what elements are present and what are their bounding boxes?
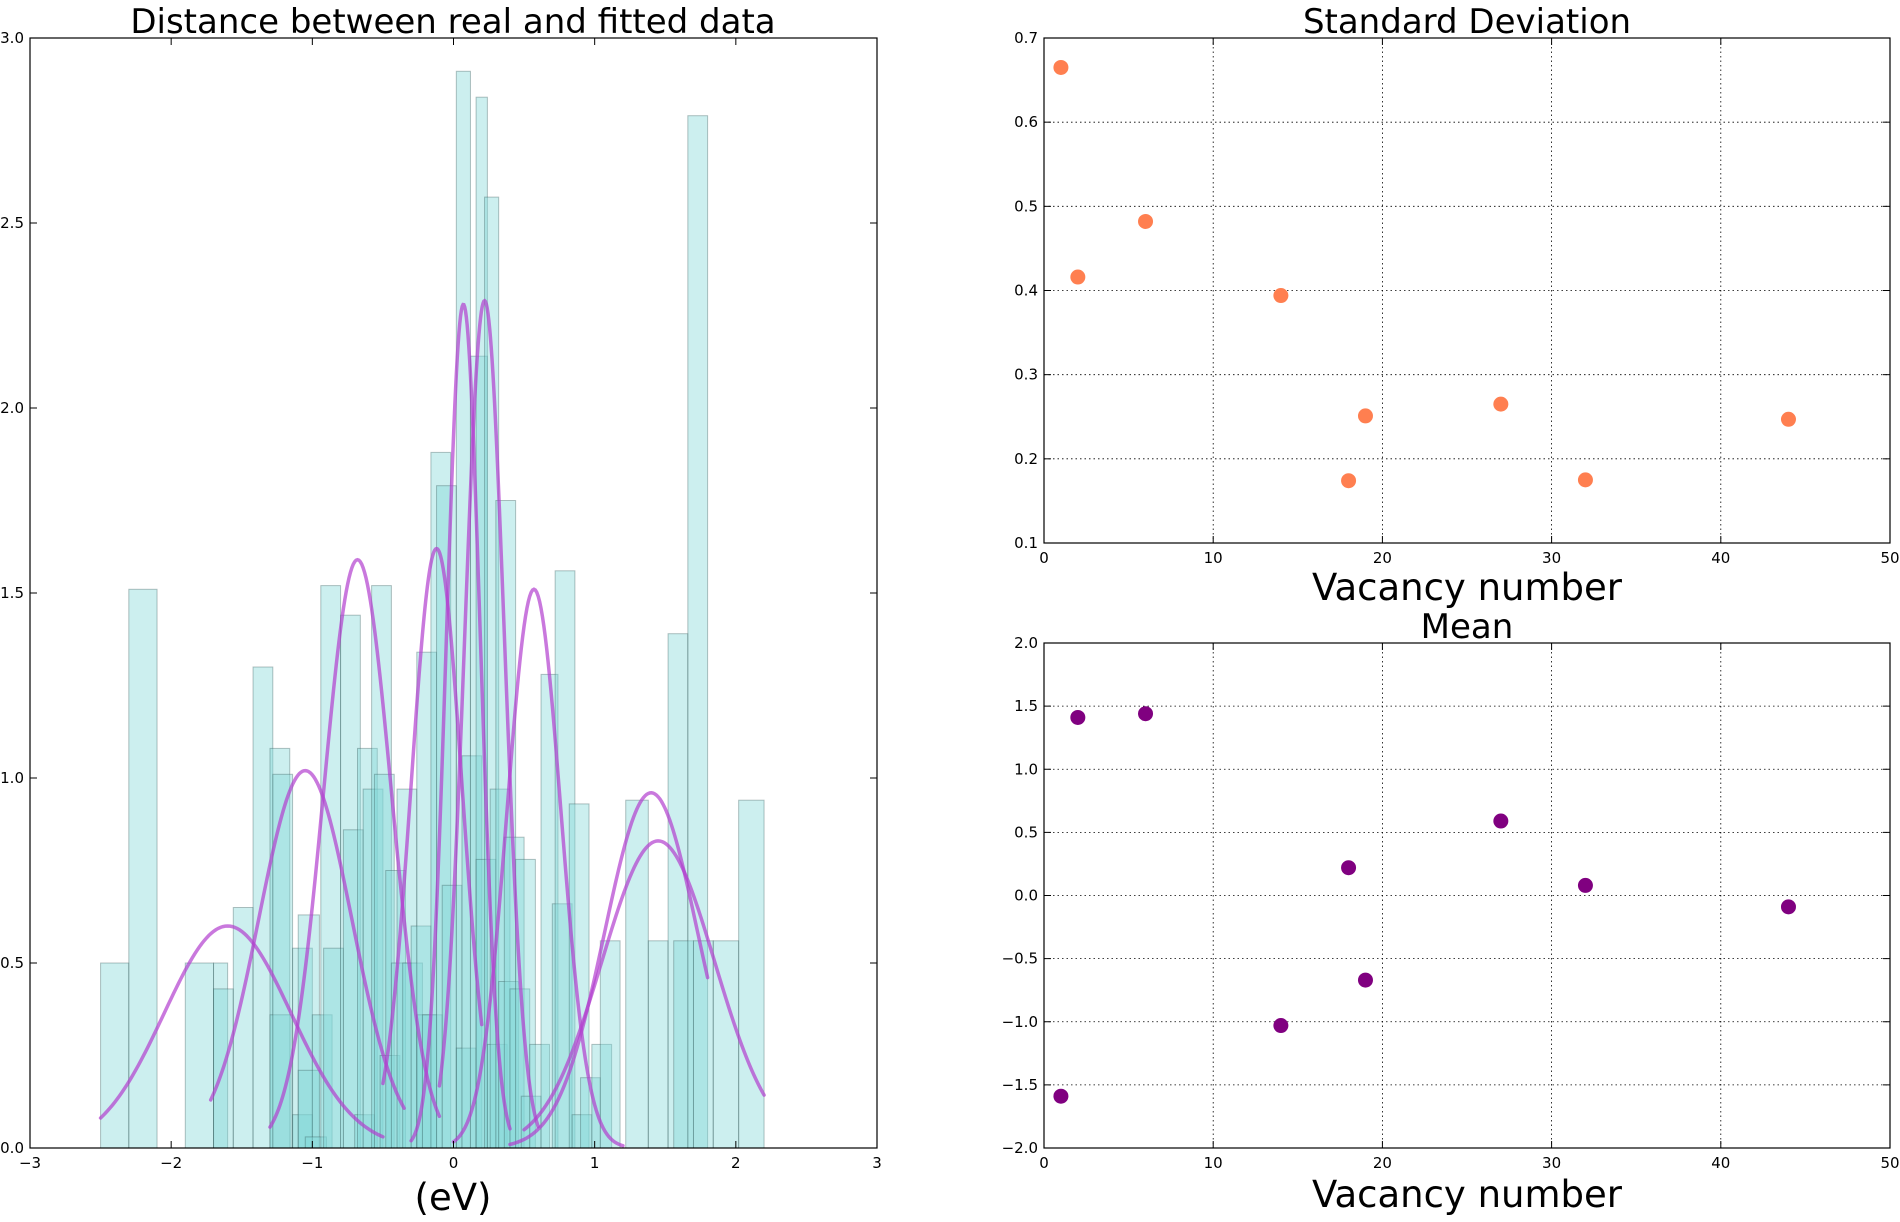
histogram-x-tick-label: −1	[301, 1154, 323, 1172]
std-dev-point	[1357, 408, 1373, 424]
histogram-bar	[738, 799, 765, 1149]
std-dev-x-tick-label: 20	[1373, 549, 1392, 567]
histogram-ticks: −3 −2 −1 0 1 2 3 0.0 0.5 1.0 1.5 2.0 2.5 3.0	[0, 29, 882, 1172]
histogram-bar	[599, 940, 621, 1149]
histogram-y-tick-label: 0.0	[0, 1139, 24, 1157]
histogram-y-tick-label: 1.5	[0, 584, 24, 602]
histogram-frame	[29, 37, 878, 1149]
mean-point	[1493, 813, 1509, 829]
mean-frame	[1043, 642, 1891, 1149]
mean-y-tick-label: 2.0	[1014, 634, 1038, 652]
mean-y-tick-label: −1.5	[1002, 1076, 1038, 1094]
std-dev-point	[1053, 59, 1069, 75]
mean-y-tick-label: 1.5	[1014, 697, 1038, 715]
mean-x-tick-label: 10	[1204, 1154, 1223, 1172]
mean-y-tick-label: −2.0	[1002, 1139, 1038, 1157]
fitted-gaussian-curve	[508, 791, 710, 1147]
std-dev-title: Standard Deviation	[1303, 2, 1631, 42]
std-dev-y-tick-label: 0.4	[1014, 282, 1038, 300]
histogram-y-tick-label: 2.0	[0, 399, 24, 417]
std-dev-x-tick-label: 10	[1204, 549, 1223, 567]
std-dev-y-tick-label: 0.1	[1014, 534, 1038, 552]
std-dev-x-tick-label: 50	[1880, 549, 1899, 567]
std-dev-point	[1493, 396, 1509, 412]
mean-ticks: 0 10 20 30 40 50 −2.0 −1.5 −1.0 −0.5 0.0 0.5 1.0 1.5 2…	[1002, 634, 1900, 1172]
std-dev-point	[1138, 213, 1154, 229]
mean-x-tick-label: 30	[1542, 1154, 1561, 1172]
histogram-bar	[625, 799, 649, 1149]
histogram-y-tick-label: 1.0	[0, 769, 24, 787]
histogram-x-tick-label: 0	[449, 1154, 459, 1172]
std-dev-ticks: 0 10 20 30 40 50 0.1 0.2 0.3 0.4 0.5 0.6 0.7	[1014, 29, 1899, 567]
mean-panel: Mean 0 10 20 30 40 50 −2.0 −1.5 −1.0 −0.5 0.0 0.5 1.…	[1002, 607, 1900, 1216]
mean-title: Mean	[1421, 607, 1514, 647]
mean-x-tick-label: 50	[1880, 1154, 1899, 1172]
mean-x-tick-label: 20	[1373, 1154, 1392, 1172]
fitted-gaussian-curve	[98, 924, 385, 1139]
fitted-curves	[98, 298, 766, 1148]
mean-x-label: Vacancy number	[1312, 1173, 1623, 1216]
std-dev-frame	[1043, 37, 1891, 544]
std-dev-point	[1341, 473, 1357, 489]
mean-point	[1341, 860, 1357, 876]
fitted-gaussian-curve	[437, 298, 540, 1129]
mean-y-tick-label: 1.0	[1014, 760, 1038, 778]
histogram-bar	[692, 940, 714, 1149]
std-dev-point	[1273, 288, 1289, 304]
std-dev-y-tick-label: 0.2	[1014, 450, 1038, 468]
std-dev-points	[1053, 59, 1796, 489]
mean-grid	[1043, 642, 1891, 1149]
fitted-gaussian-curve	[451, 587, 625, 1148]
histogram-x-tick-label: 1	[590, 1154, 600, 1172]
histogram-y-tick-label: 0.5	[0, 954, 24, 972]
fitted-gaussian-curve	[381, 546, 484, 1086]
std-dev-y-tick-label: 0.5	[1014, 197, 1038, 215]
std-dev-point	[1070, 269, 1086, 285]
mean-y-tick-label: 0.5	[1014, 823, 1038, 841]
histogram-title: Distance between real and fitted data	[130, 2, 775, 42]
histogram-x-tick-label: 2	[731, 1154, 741, 1172]
mean-y-tick-label: −0.5	[1002, 950, 1038, 968]
std-dev-x-tick-label: 0	[1039, 549, 1049, 567]
fitted-gaussian-curve	[522, 839, 766, 1132]
std-dev-x-tick-label: 40	[1711, 549, 1730, 567]
fitted-gaussian-curve	[268, 557, 442, 1129]
histogram-x-label: (eV)	[415, 1176, 492, 1218]
mean-x-tick-label: 0	[1039, 1154, 1049, 1172]
mean-y-tick-label: 0.0	[1014, 887, 1038, 905]
histogram-bar	[647, 940, 669, 1149]
mean-point	[1577, 877, 1593, 893]
mean-point	[1070, 709, 1086, 725]
mean-x-tick-label: 40	[1711, 1154, 1730, 1172]
fitted-gaussian-curve	[208, 768, 406, 1110]
histogram-bar	[184, 962, 215, 1149]
std-dev-y-tick-label: 0.6	[1014, 113, 1038, 131]
mean-y-tick-label: −1.0	[1002, 1013, 1038, 1031]
histogram-x-tick-label: −2	[160, 1154, 182, 1172]
std-dev-point	[1577, 472, 1593, 488]
mean-points	[1053, 706, 1796, 1104]
mean-point	[1138, 706, 1154, 722]
mean-point	[1780, 899, 1796, 915]
mean-point	[1053, 1088, 1069, 1104]
histogram-y-tick-label: 3.0	[0, 29, 24, 47]
histogram-panel: Distance between real and fitted data −3…	[0, 2, 882, 1219]
std-dev-grid	[1043, 37, 1891, 544]
histogram-x-tick-label: −3	[19, 1154, 41, 1172]
histogram-bar	[100, 962, 130, 1149]
std-dev-y-tick-label: 0.3	[1014, 366, 1038, 384]
histogram-bar	[128, 588, 158, 1149]
mean-point	[1273, 1018, 1289, 1034]
mean-point	[1357, 972, 1373, 988]
std-dev-x-label: Vacancy number	[1312, 566, 1623, 609]
std-dev-point	[1780, 411, 1796, 427]
std-dev-x-tick-label: 30	[1542, 549, 1561, 567]
std-dev-panel: Standard Deviation 0 10 20 30 40 500.10.20.30…	[1014, 2, 1899, 609]
std-dev-y-tick-label: 0.7	[1014, 29, 1038, 47]
histogram-x-tick-label: 3	[872, 1154, 882, 1172]
histogram-y-tick-label: 2.5	[0, 214, 24, 232]
